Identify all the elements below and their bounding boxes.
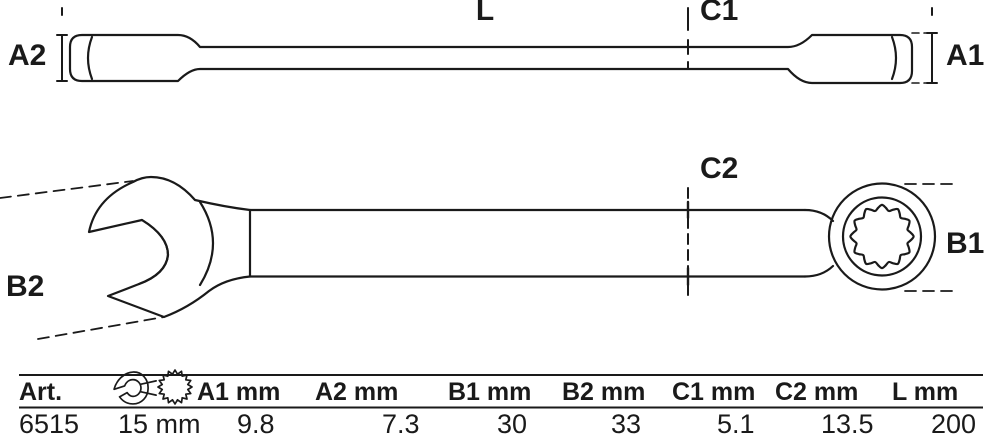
svg-text:9.8: 9.8 [237,409,275,439]
svg-text:A2: A2 [8,39,46,72]
svg-text:A1: A1 [946,39,984,72]
svg-text:15 mm: 15 mm [118,409,201,439]
svg-text:B1 mm: B1 mm [448,378,531,406]
svg-text:7.3: 7.3 [382,409,420,439]
svg-text:6515: 6515 [19,409,79,439]
svg-text:30: 30 [497,409,527,439]
svg-text:B2 mm: B2 mm [562,378,645,406]
svg-text:200: 200 [931,409,976,439]
svg-text:L: L [476,0,494,27]
svg-text:33: 33 [611,409,641,439]
svg-text:C2: C2 [700,152,738,185]
svg-text:L mm: L mm [892,378,958,406]
svg-text:C1: C1 [700,0,738,27]
svg-text:B1: B1 [946,227,984,260]
svg-text:C2 mm: C2 mm [775,378,858,406]
svg-text:B2: B2 [6,270,44,303]
svg-text:A2 mm: A2 mm [315,378,398,406]
svg-text:Art.: Art. [19,378,62,406]
svg-text:5.1: 5.1 [717,409,755,439]
svg-text:A1 mm: A1 mm [197,378,280,406]
svg-text:C1 mm: C1 mm [672,378,755,406]
svg-text:13.5: 13.5 [821,409,874,439]
